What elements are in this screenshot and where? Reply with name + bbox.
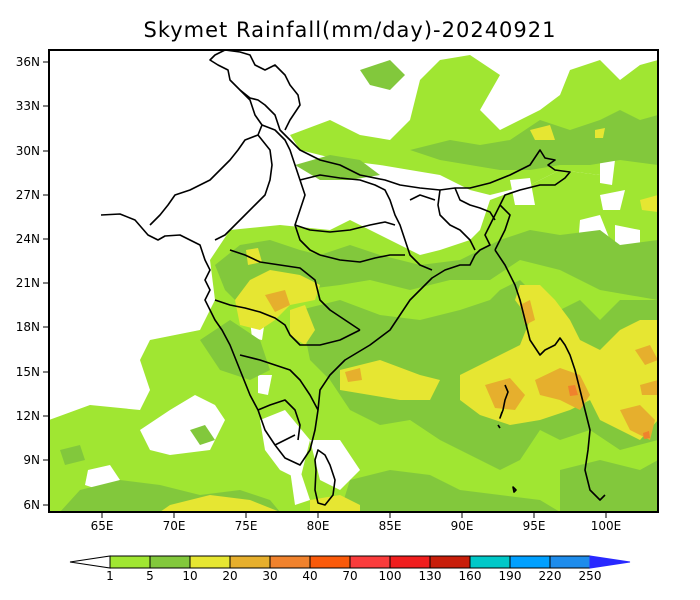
colorbar-label: 190: [499, 569, 522, 583]
chart-title: Skymet Rainfall(mm/day)-20240921: [143, 18, 557, 42]
lat-label: 12N: [16, 409, 40, 423]
colorbar-label: 1: [106, 569, 114, 583]
lon-label: 65E: [91, 519, 114, 533]
lon-label: 85E: [379, 519, 402, 533]
colorbar-label: 10: [182, 569, 197, 583]
plot-frame: [48, 49, 659, 513]
colorbar-label: 130: [419, 569, 442, 583]
lat-label: 21N: [16, 276, 40, 290]
colorbar-label: 30: [262, 569, 277, 583]
lon-label: 100E: [591, 519, 622, 533]
longitude-axis: 65E 70E 75E 80E 85E 90E 95E 100E: [91, 512, 622, 533]
colorbar-label: 250: [579, 569, 602, 583]
lat-label: 9N: [23, 453, 40, 467]
rainfall-field: [49, 55, 658, 512]
lat-label: 6N: [23, 498, 40, 512]
colorbar-label: 70: [342, 569, 357, 583]
lon-label: 70E: [163, 519, 186, 533]
lat-label: 36N: [16, 55, 40, 69]
latitude-axis: 36N 33N 30N 27N 24N 21N 18N 15N 12N 9N 6…: [16, 55, 49, 512]
lat-label: 15N: [16, 365, 40, 379]
colorbar: 1 5 10 20 30 40 70 100 130 160 190 220 2…: [69, 555, 631, 583]
colorbar-label: 100: [379, 569, 402, 583]
lat-label: 18N: [16, 320, 40, 334]
lat-label: 30N: [16, 144, 40, 158]
lon-label: 95E: [523, 519, 546, 533]
colorbar-label: 5: [146, 569, 154, 583]
colorbar-label: 220: [539, 569, 562, 583]
colorbar-label: 40: [302, 569, 317, 583]
colorbar-label: 20: [222, 569, 237, 583]
lon-label: 90E: [451, 519, 474, 533]
colorbar-label: 160: [459, 569, 482, 583]
lat-label: 24N: [16, 232, 40, 246]
lon-label: 75E: [235, 519, 258, 533]
lat-label: 33N: [16, 99, 40, 113]
lon-label: 80E: [307, 519, 330, 533]
country-borders: [100, 49, 606, 506]
lat-label: 27N: [16, 188, 40, 202]
